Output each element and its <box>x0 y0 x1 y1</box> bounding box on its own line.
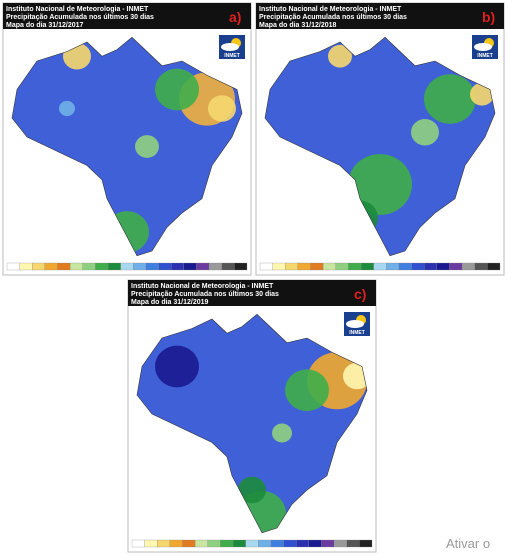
legend-swatch <box>95 262 109 271</box>
legend-swatch <box>296 539 309 548</box>
map-panel: Instituto Nacional de Meteorologia - INM… <box>255 2 505 276</box>
legend-swatch <box>373 262 387 271</box>
legend-swatch <box>360 262 374 271</box>
legend-swatch <box>308 539 322 548</box>
legend-swatch <box>285 262 299 271</box>
legend-swatch <box>82 262 96 271</box>
legend-swatch <box>272 262 286 271</box>
legend-swatch <box>411 262 425 271</box>
legend-swatch <box>323 262 336 271</box>
precip-area <box>208 95 236 122</box>
precip-area <box>348 154 412 215</box>
inmet-logo: INMET <box>344 312 370 336</box>
header-line: Mapa do dia 31/12/2017 <box>6 22 84 29</box>
inmet-logo: INMET <box>472 35 498 59</box>
precip-area <box>155 345 199 388</box>
header-bar <box>3 3 251 29</box>
precip-area <box>272 423 292 443</box>
legend-swatch <box>310 262 324 271</box>
precip-area <box>285 369 329 412</box>
precip-area <box>424 74 476 124</box>
legend-swatch <box>57 262 71 271</box>
legend-swatch <box>133 262 147 271</box>
header-line: Instituto Nacional de Meteorologia - INM… <box>131 283 274 290</box>
legend-swatch <box>346 539 360 548</box>
precip-area <box>411 118 439 146</box>
panel-label: c) <box>354 286 366 302</box>
legend-swatch <box>131 539 145 548</box>
legend-swatch <box>120 262 134 271</box>
legend-swatch <box>424 262 437 271</box>
legend-swatch <box>436 262 450 271</box>
header-line: Instituto Nacional de Meteorologia - INM… <box>259 6 402 13</box>
logo-cloud <box>346 320 364 328</box>
legend-swatch <box>234 262 248 271</box>
header-bar <box>256 3 504 29</box>
legend-swatch <box>195 539 208 548</box>
logo-cloud <box>221 43 239 51</box>
legend-swatch <box>169 539 183 548</box>
legend-swatch <box>283 539 297 548</box>
legend-swatch <box>348 262 362 271</box>
legend-swatch <box>158 262 172 271</box>
legend-swatch <box>449 262 463 271</box>
legend-swatch <box>487 262 501 271</box>
precip-area <box>59 100 75 117</box>
legend-swatch <box>398 262 412 271</box>
legend-swatch <box>461 262 475 271</box>
precip-area <box>135 135 159 158</box>
logo-text: INMET <box>224 53 240 59</box>
legend-swatch <box>232 539 246 548</box>
legend-swatch <box>359 539 373 548</box>
logo-text: INMET <box>477 53 493 59</box>
legend-swatch <box>270 539 284 548</box>
legend-swatch <box>19 262 33 271</box>
legend-swatch <box>171 262 184 271</box>
legend-swatch <box>145 262 159 271</box>
legend-swatch <box>157 539 171 548</box>
precip-area <box>238 476 266 504</box>
legend-swatch <box>44 262 58 271</box>
header-bar <box>128 280 376 306</box>
legend-swatch <box>6 262 20 271</box>
legend-swatch <box>196 262 210 271</box>
legend-swatch <box>297 262 311 271</box>
panel-label: b) <box>482 9 495 25</box>
legend-swatch <box>207 539 221 548</box>
legend-swatch <box>333 539 347 548</box>
precip-area <box>328 44 352 68</box>
legend-swatch <box>144 539 158 548</box>
logo-cloud <box>474 43 492 51</box>
legend-swatch <box>107 262 121 271</box>
header-line: Precipitação Acumulada nos últimos 30 di… <box>131 291 279 298</box>
inmet-logo: INMET <box>219 35 245 59</box>
legend-swatch <box>32 262 46 271</box>
legend-swatch <box>321 539 335 548</box>
legend-swatch <box>182 539 196 548</box>
header-line: Instituto Nacional de Meteorologia - INM… <box>6 6 149 13</box>
header-line: Mapa do dia 31/12/2019 <box>131 299 209 306</box>
legend-swatch <box>386 262 400 271</box>
logo-text: INMET <box>349 330 365 336</box>
legend-swatch <box>259 262 273 271</box>
legend-swatch <box>335 262 349 271</box>
header-line: Precipitação Acumulada nos últimos 30 di… <box>6 14 154 21</box>
map-panel: Instituto Nacional de Meteorologia - INM… <box>2 2 252 276</box>
precip-area <box>155 68 199 111</box>
legend-swatch <box>474 262 488 271</box>
legend-swatch <box>258 539 272 548</box>
legend-swatch <box>220 539 234 548</box>
legend-swatch <box>70 262 83 271</box>
header-line: Mapa do dia 31/12/2018 <box>259 22 337 29</box>
legend-swatch <box>221 262 235 271</box>
map-panel: Instituto Nacional de Meteorologia - INM… <box>127 279 377 553</box>
watermark: Ativar o <box>446 536 490 551</box>
panel-label: a) <box>229 9 241 25</box>
legend-swatch <box>183 262 197 271</box>
legend-swatch <box>208 262 222 271</box>
legend-swatch <box>245 539 259 548</box>
header-line: Precipitação Acumulada nos últimos 30 di… <box>259 14 407 21</box>
